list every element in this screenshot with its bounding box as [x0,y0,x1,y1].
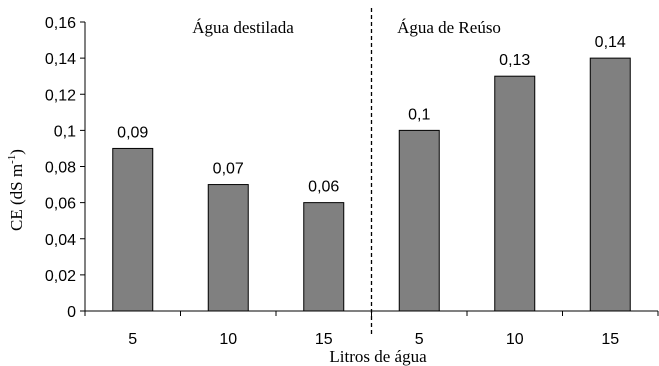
y-tick-label: 0,04 [45,232,76,249]
x-tick-label: 5 [415,331,424,348]
bar-value-label: 0,1 [408,106,430,123]
group-label-agua-destilada: Água destilada [192,18,294,37]
bar-value-label: 0,07 [213,161,244,178]
bar [303,202,345,312]
x-tick-label: 15 [315,331,333,348]
bar [589,57,631,312]
y-tick-label: 0,14 [45,51,76,68]
y-tick-label: 0,1 [54,123,76,140]
bar [398,129,440,312]
y-tick-label: 0,02 [45,268,76,285]
x-tick-label: 10 [219,331,237,348]
bar [207,184,249,312]
bar [494,75,536,312]
x-tick-label: 5 [128,331,137,348]
group-label-agua-de-reuso: Água de Reúso [397,18,501,37]
y-tick-label: 0,06 [45,196,76,213]
x-axis-title: Litros de água [329,347,427,366]
data-labels: 0,09 0,07 0,06 0,1 0,13 0,14 [117,34,626,196]
y-tick-label: 0 [67,304,76,321]
x-tick-label: 10 [506,331,524,348]
x-tick-label: 15 [601,331,619,348]
axes: 0 0,02 0,04 0,06 0,08 0,1 0,12 0,14 0,16 5 10 15 5 10… [45,8,659,348]
y-axis-title: CE (dS m-1) [6,149,26,231]
bar [112,147,154,312]
bar-value-label: 0,09 [117,124,148,141]
y-tick-label: 0,08 [45,160,76,177]
y-tick-label: 0,16 [45,15,76,32]
bar-value-label: 0,06 [308,179,339,196]
y-tick-label: 0,12 [45,87,76,104]
bars [112,57,631,312]
bar-value-label: 0,13 [499,52,530,69]
bar-value-label: 0,14 [595,34,626,51]
